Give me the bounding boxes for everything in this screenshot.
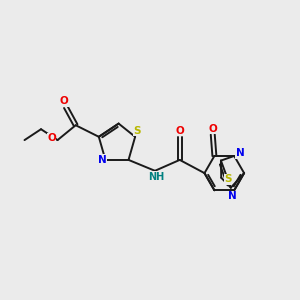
Text: O: O [175,126,184,136]
Text: O: O [47,134,56,143]
Text: N: N [236,148,244,158]
Text: N: N [98,155,106,165]
Text: O: O [208,124,217,134]
Text: N: N [228,191,237,201]
Text: S: S [133,126,140,136]
Text: S: S [224,174,232,184]
Text: O: O [60,96,68,106]
Text: NH: NH [148,172,165,182]
